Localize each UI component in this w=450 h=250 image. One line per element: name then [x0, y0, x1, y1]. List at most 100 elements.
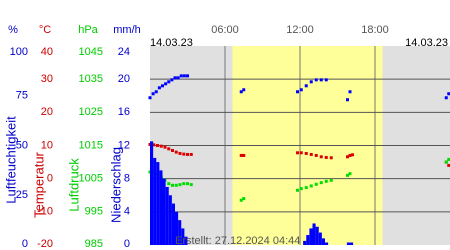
data-point [157, 86, 161, 90]
precip-bar [162, 178, 166, 245]
data-point [296, 151, 299, 155]
data-point [319, 78, 323, 82]
data-point [348, 90, 352, 94]
data-point [159, 144, 163, 148]
data-point [348, 153, 352, 157]
data-point [299, 151, 303, 155]
y-tick-label: 100 [10, 46, 28, 58]
data-point [186, 152, 189, 156]
data-point [186, 182, 189, 186]
data-point [170, 78, 174, 82]
y-tick-label: 8 [124, 173, 130, 185]
precip-bar [165, 186, 169, 245]
data-point [304, 186, 308, 190]
y-tick-label: 30 [41, 73, 53, 85]
data-point [189, 152, 193, 156]
data-point [299, 187, 303, 191]
data-layer [148, 74, 450, 245]
axis-label: Temperatur [31, 151, 46, 217]
data-point [324, 78, 328, 82]
axis-label: Luftdruck [66, 158, 81, 212]
data-point [319, 181, 323, 185]
data-point [309, 152, 313, 156]
data-point [329, 178, 333, 182]
data-point [242, 197, 246, 201]
data-point [346, 173, 349, 177]
data-point [444, 96, 448, 100]
data-point [348, 172, 352, 176]
precip-bar [175, 211, 179, 245]
background-layer [150, 46, 450, 245]
data-point [156, 144, 159, 147]
data-point [444, 160, 448, 164]
y-tick-label: 1025 [79, 106, 103, 118]
data-point [309, 184, 313, 188]
y-tick-label: 10 [41, 139, 53, 151]
date-right: 14.03.23 [405, 37, 448, 49]
precip-bar [350, 242, 354, 245]
data-point [314, 182, 318, 186]
y-tick-label: 1005 [79, 173, 103, 185]
data-point [148, 96, 152, 100]
data-point [351, 153, 354, 157]
precip-bar [184, 236, 188, 245]
axis-unit: °C [39, 24, 51, 36]
y-tick-label: 0 [47, 173, 53, 185]
data-point [319, 155, 323, 159]
data-point [189, 183, 193, 187]
data-point [178, 151, 182, 155]
data-point [242, 88, 246, 92]
data-point [447, 157, 450, 161]
precip-bar [312, 223, 316, 245]
y-tick-label: 25 [16, 189, 28, 201]
data-point [167, 147, 171, 151]
data-point [186, 74, 189, 78]
data-point [164, 82, 168, 86]
precip-bar [171, 203, 175, 245]
data-point [167, 80, 171, 84]
data-point [167, 182, 171, 186]
axis-label: Luftfeuchtigkeit [3, 116, 18, 204]
data-point [296, 90, 299, 94]
y-tick-label: 995 [85, 206, 103, 218]
y-tick-label: 1015 [79, 139, 103, 151]
data-point [296, 188, 299, 192]
data-point [179, 74, 183, 78]
y-tick-label: 0 [124, 238, 130, 250]
data-point [324, 179, 328, 183]
data-point [299, 88, 303, 92]
precip-bar [150, 141, 154, 245]
precip-bar [303, 240, 307, 245]
data-point [309, 80, 313, 84]
data-point [329, 156, 333, 160]
data-point [346, 155, 349, 159]
data-point [176, 76, 180, 80]
data-point [239, 153, 243, 157]
data-point [151, 92, 155, 96]
x-tick-label: 12:00 [286, 24, 314, 36]
data-point [182, 152, 186, 156]
y-tick-label: 24 [118, 46, 130, 58]
data-point [171, 183, 174, 187]
data-point [304, 84, 308, 88]
precip-bar [159, 170, 163, 245]
y-tick-label: 12 [118, 139, 130, 151]
precip-bar [309, 228, 313, 245]
data-point [173, 76, 177, 80]
y-tick-label: -10 [37, 206, 53, 218]
axis-unit: mm/h [113, 24, 141, 36]
y-tick-label: 1035 [79, 73, 103, 85]
axis-unit: hPa [78, 24, 98, 36]
y-tick-label: -20 [37, 238, 53, 250]
data-point [161, 84, 164, 88]
precip-bar [325, 242, 329, 245]
y-tick-label: 50 [16, 139, 28, 151]
y-tick-label: 4 [124, 206, 130, 218]
data-point [314, 78, 318, 82]
precip-bar [318, 232, 322, 245]
data-point [346, 98, 349, 102]
data-point [314, 153, 318, 157]
data-point [239, 198, 243, 202]
data-point [324, 155, 328, 159]
